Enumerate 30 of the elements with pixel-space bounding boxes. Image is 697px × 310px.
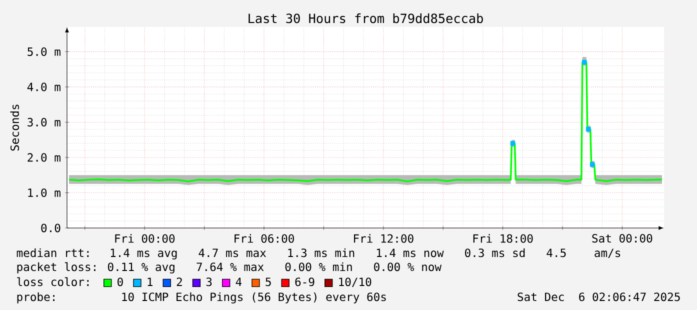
y-tick-label: 0.0 bbox=[41, 224, 60, 232]
y-tick-label: 5.0 m bbox=[28, 47, 60, 56]
point bbox=[590, 162, 595, 167]
x-tick-label: Sat 00:00 bbox=[592, 234, 652, 243]
point bbox=[582, 60, 587, 65]
legend-label: 4 bbox=[236, 278, 242, 286]
y-tick-label: 1.0 m bbox=[28, 188, 60, 198]
legend-label: 10/10 bbox=[339, 278, 372, 288]
point bbox=[586, 126, 591, 132]
x-tick-label: Fri 18:00 bbox=[473, 234, 533, 243]
x-tick-label: Fri 00:00 bbox=[115, 234, 175, 243]
legend-label: 3 bbox=[206, 278, 212, 286]
legend-label: 0 bbox=[118, 278, 123, 286]
text: median rtt: 1.4 ms avg 4.7 ms max 1.3 ms min 1.4 ms now 0.3 ms sd 4.5 am/s bbox=[16, 248, 620, 260]
y-tick-label: 3.0 m bbox=[28, 118, 60, 126]
point bbox=[510, 140, 516, 146]
legend-label: 1 bbox=[148, 278, 152, 286]
y-tick-label: 4.0 m bbox=[27, 82, 60, 92]
text: Sat Dec 6 02:06:47 2025 bbox=[518, 292, 680, 302]
legend-label: 2 bbox=[176, 278, 182, 286]
text: packet loss: 0.11 % avg 7.64 % max 0.00 % min 0.00 % now bbox=[17, 262, 442, 274]
x-tick-label: Fri 06:00 bbox=[234, 234, 294, 243]
chart-title: Last 30 Hours from b79dd85eccab bbox=[248, 13, 483, 24]
legend-label: 5 bbox=[266, 278, 271, 286]
y-tick-label: 2.0 m bbox=[28, 153, 60, 162]
x-tick-label: Fri 12:00 bbox=[354, 234, 414, 243]
legend-label: 6-9 bbox=[295, 278, 314, 286]
y-axis-title: Seconds bbox=[10, 104, 20, 151]
legend-title: loss color: bbox=[17, 277, 89, 286]
text: probe: 10 ICMP Echo Pings (56 Bytes) every 60s bbox=[17, 292, 386, 304]
